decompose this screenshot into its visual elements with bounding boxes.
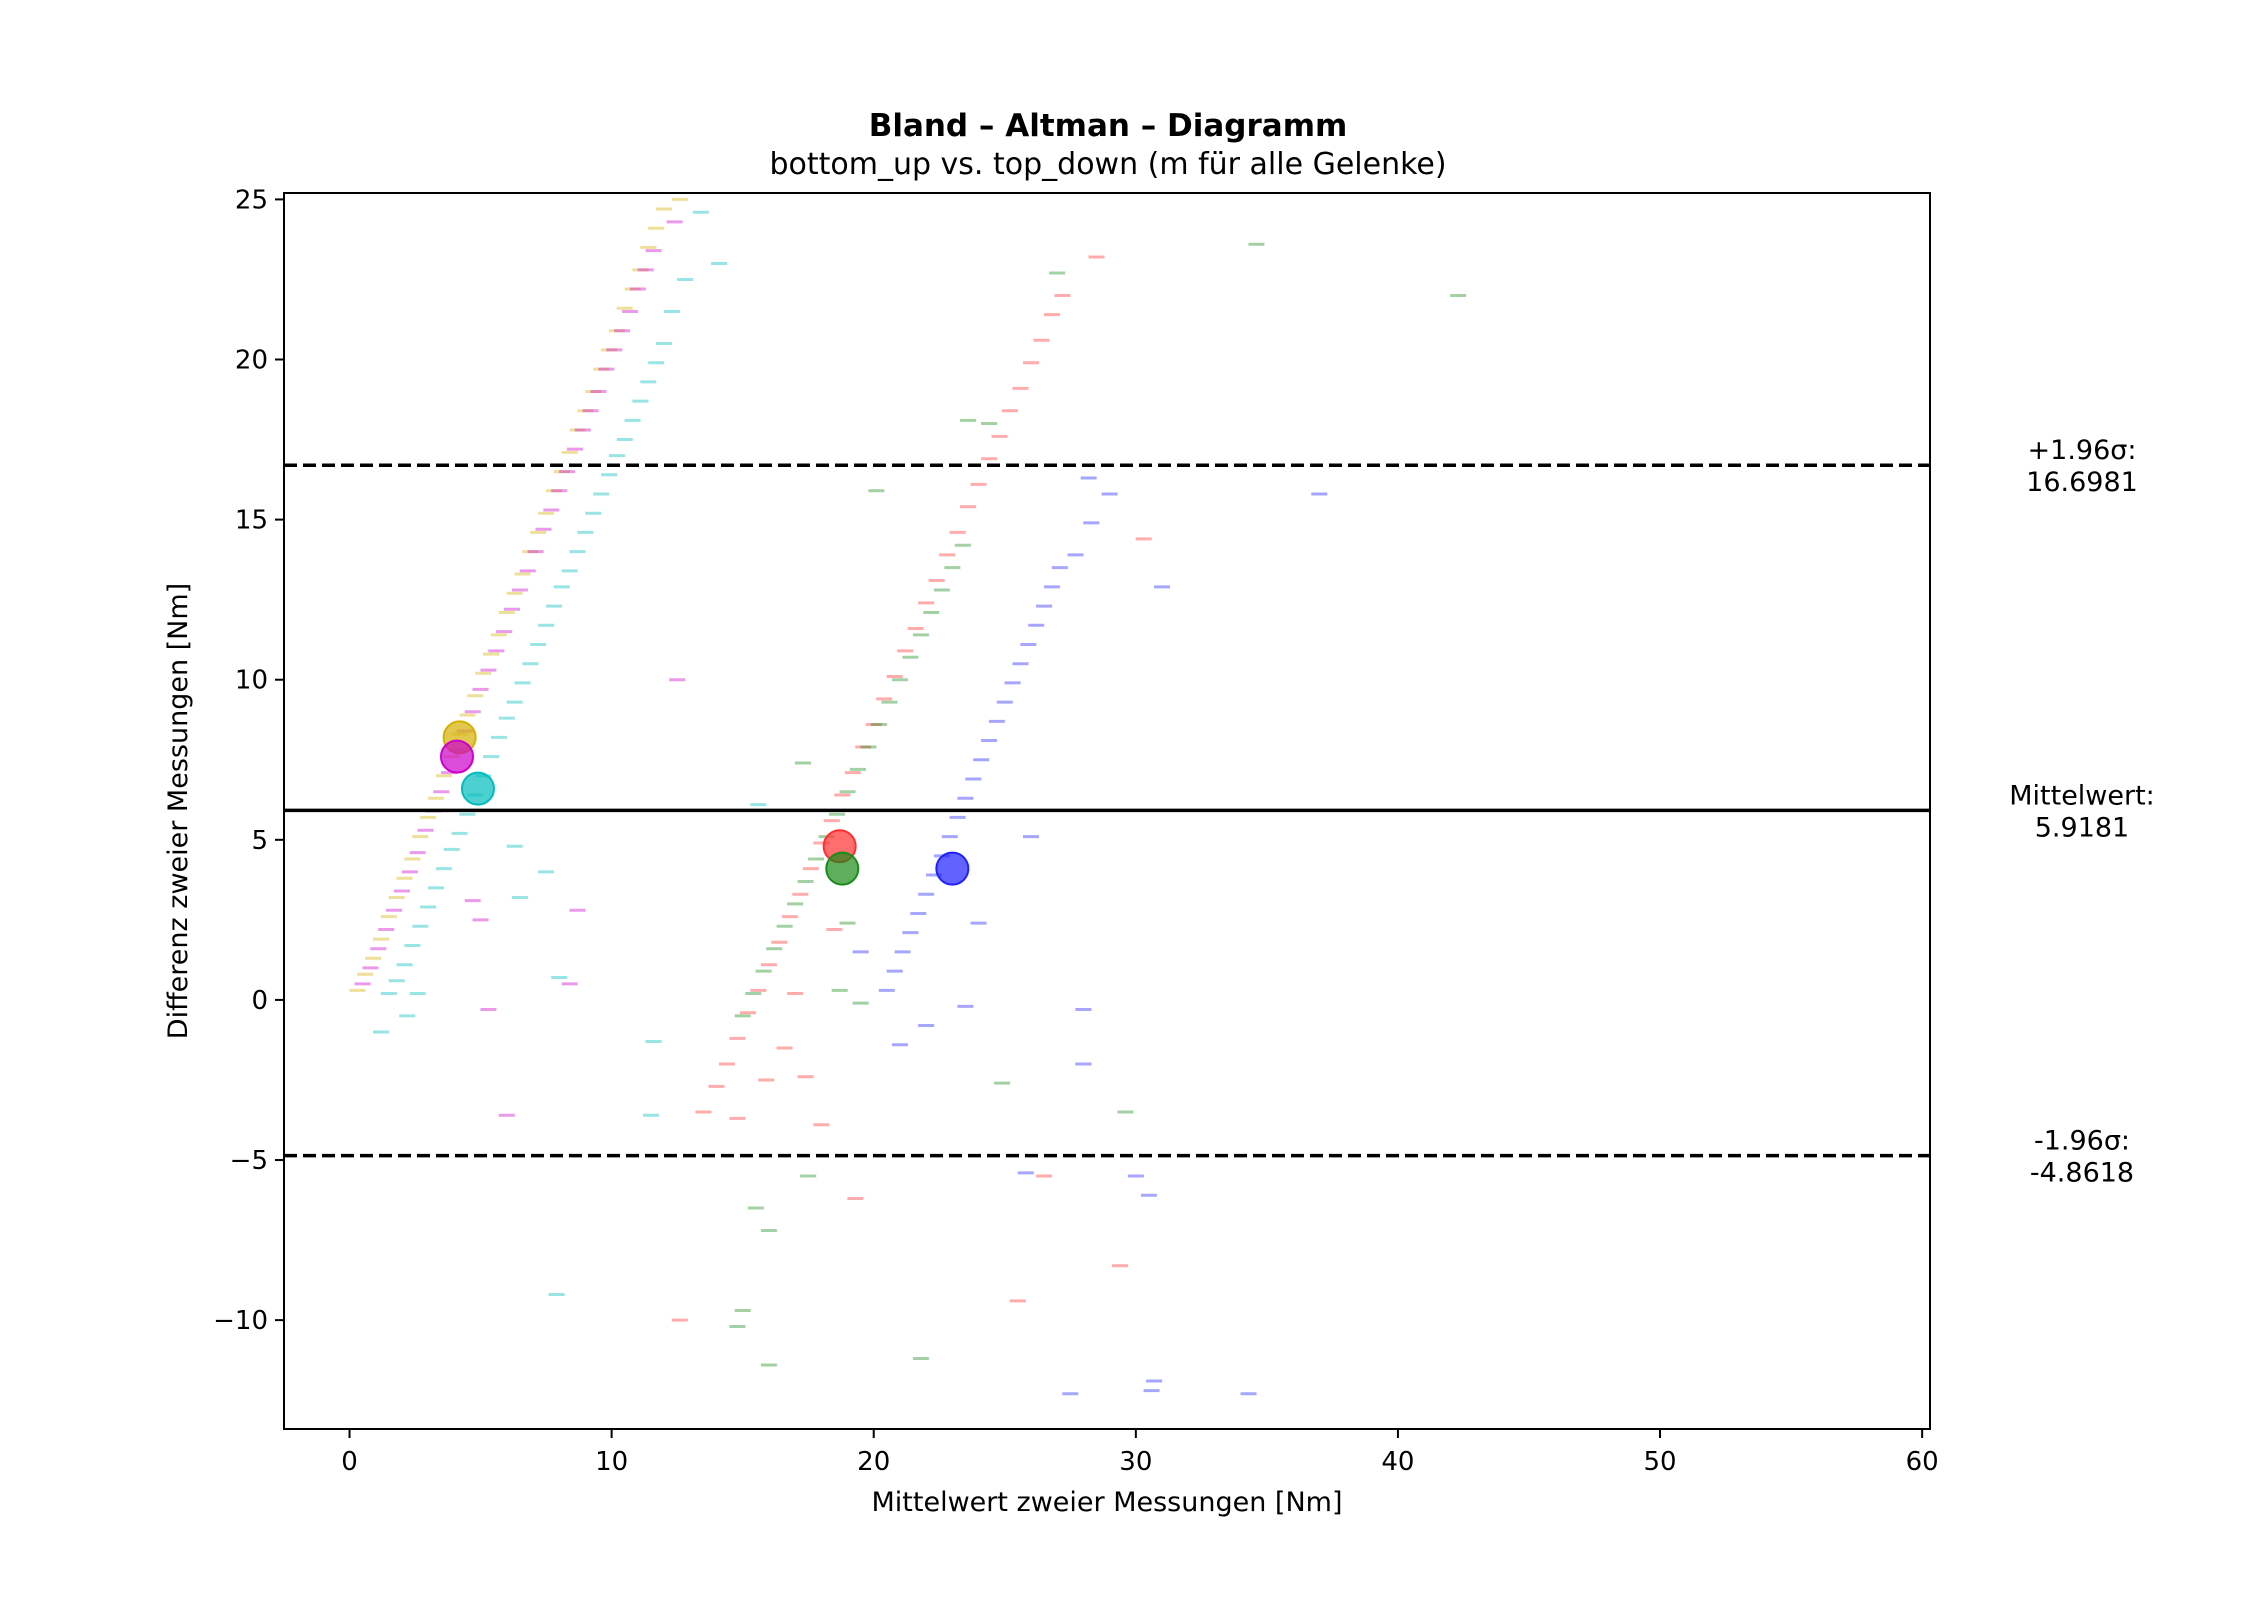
x-tick-label: 10: [595, 1447, 628, 1477]
series-mean-marker: [935, 851, 970, 886]
series-mean-marker: [825, 851, 860, 886]
y-tick-label: −5: [230, 1146, 268, 1176]
reference-labels: +1.96σ:16.6981 Mittelwert:5.9181 -1.96σ:-4…: [2009, 435, 2155, 1188]
reference-line-value: 5.9181: [2035, 812, 2129, 843]
series-mean-marker: [460, 771, 495, 806]
x-tick-label: 60: [1906, 1447, 1939, 1477]
reference-line-label: -1.96σ:: [2034, 1126, 2130, 1157]
y-tick-label: 15: [235, 506, 268, 536]
reference-lines: [284, 463, 1930, 1158]
plot-frame: [283, 192, 1931, 1430]
x-tick-label: 20: [857, 1447, 890, 1477]
y-tick-label: 5: [251, 826, 268, 856]
y-axis-label: Differenz zweier Messungen [Nm]: [163, 583, 194, 1039]
reference-line-label: +1.96σ:: [2028, 435, 2137, 466]
x-tick-label: 40: [1381, 1447, 1414, 1477]
y-tick-label: 10: [235, 666, 268, 696]
y-tick-label: 20: [235, 346, 268, 376]
x-tick-label: 0: [341, 1447, 358, 1477]
x-tick-label: 50: [1643, 1447, 1676, 1477]
series-mean-marker: [439, 739, 474, 774]
reference-line-value: 16.6981: [2026, 467, 2138, 498]
x-axis-label: Mittelwert zweier Messungen [Nm]: [872, 1487, 1343, 1518]
plot-area: [349, 197, 1467, 1396]
reference-line-label: Mittelwert:: [2009, 780, 2155, 811]
chart-subtitle: bottom_up vs. top_down (m für alle Gelen…: [769, 147, 1446, 182]
x-axis-ticks: 0 10 20 30 40 50 60: [341, 1429, 1939, 1477]
chart-title: Bland – Altman – Diagramm: [869, 108, 1348, 144]
y-tick-label: −10: [213, 1306, 268, 1336]
reference-line-value: -4.8618: [2030, 1158, 2134, 1189]
y-tick-label: 0: [251, 986, 268, 1016]
x-tick-label: 30: [1119, 1447, 1152, 1477]
y-axis-ticks: −10 −5 0 5 10 15 20 25: [213, 185, 284, 1336]
y-tick-label: 25: [235, 185, 268, 215]
